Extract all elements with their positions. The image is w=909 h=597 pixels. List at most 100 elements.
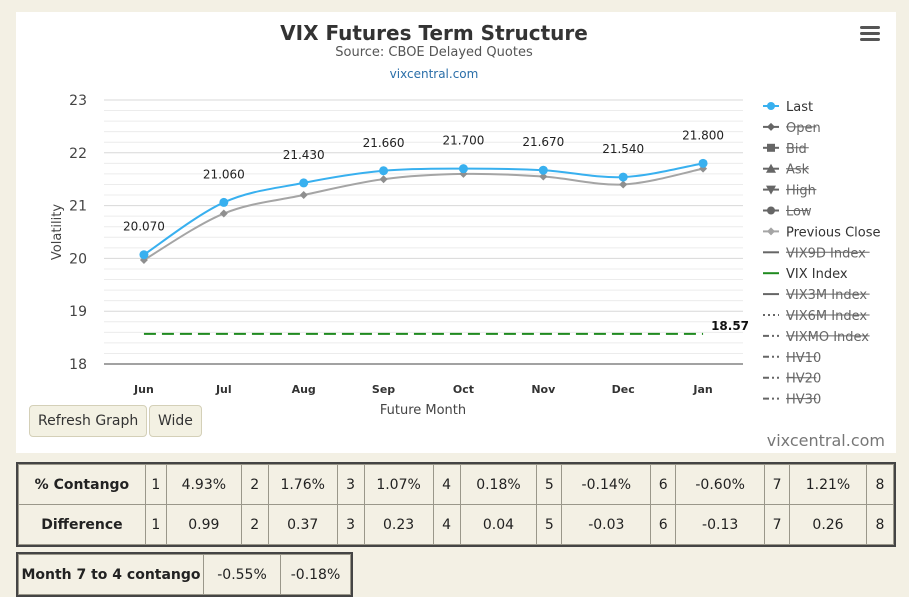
table-cell: 1.07% (363, 464, 434, 505)
x-tick-label: Sep (372, 383, 395, 396)
month-contango-label: Month 7 to 4 contango (18, 554, 204, 595)
source-link[interactable]: vixcentral.com (390, 67, 479, 81)
last-point (379, 166, 389, 176)
table-cell: -0.03 (561, 504, 652, 545)
row-label: % Contango (18, 464, 146, 505)
table-cell: -0.13 (675, 504, 766, 545)
legend-circle-icon (767, 102, 775, 110)
table-cell: 0.26 (789, 504, 867, 545)
last-point (458, 164, 468, 174)
month-contango-table-frame: Month 7 to 4 contango -0.55% -0.18% (16, 552, 353, 597)
vix-index-data-label: 18.57 (711, 319, 749, 333)
last-data-label: 21.060 (203, 167, 245, 181)
legend-circle-icon (767, 206, 775, 215)
y-tick-label: 21 (69, 199, 87, 215)
legend-item[interactable]: Bid (763, 142, 809, 157)
last-point (618, 172, 628, 182)
legend-item[interactable]: Open (763, 121, 821, 136)
last-data-label: 21.430 (283, 148, 325, 162)
table-cell: 0.99 (165, 504, 242, 545)
last-data-label: 21.800 (682, 128, 724, 142)
table-cell: 0.23 (363, 504, 434, 545)
legend-item[interactable]: VIXMO Index (763, 330, 870, 345)
table-row: % Contango 1 4.93% 2 1.76% 3 1.07% 4 0.18% 5 -0.14… (18, 464, 895, 505)
last-data-label: 21.670 (522, 135, 564, 149)
x-tick-label: Aug (292, 383, 316, 396)
y-axis-label: Volatility (50, 204, 65, 260)
legend-item[interactable]: VIX3M Index (763, 288, 870, 303)
table-cell: -0.14% (561, 464, 652, 505)
hamburger-menu-icon[interactable] (860, 26, 880, 42)
table-cell: 2 (240, 464, 269, 505)
previous-close-point (379, 175, 388, 184)
table-row: Difference 1 0.99 2 0.37 3 0.23 4 0.04 5 -0.03 6 -0.… (18, 504, 895, 545)
table-cell: 5 (536, 464, 563, 505)
legend-item[interactable]: Last (763, 100, 813, 115)
chart-subtitle: Source: CBOE Delayed Quotes (335, 45, 533, 60)
table-cell: -0.55% (203, 554, 281, 595)
legend-item[interactable]: Ask (763, 163, 810, 178)
table-cell: 1.76% (267, 464, 338, 505)
legend-label: HV30 (786, 393, 821, 408)
legend-item[interactable]: VIX6M Index (763, 309, 870, 324)
table-cell: 2 (240, 504, 269, 545)
legend-label: Previous Close (786, 225, 881, 240)
legend-diamond-icon (767, 227, 775, 236)
table-cell: -0.18% (280, 554, 351, 595)
legend-diamond-icon (767, 122, 775, 131)
legend-item[interactable]: Previous Close (763, 225, 881, 240)
last-point (698, 158, 708, 168)
table-cell: 1 (144, 504, 167, 545)
x-tick-label: Jan (692, 383, 712, 396)
previous-close-point (619, 180, 628, 189)
last-point (538, 165, 548, 175)
last-data-label: 21.700 (442, 134, 484, 148)
legend-label: Open (786, 121, 821, 136)
legend-item[interactable]: HV10 (763, 351, 821, 366)
table-cell: -0.60% (675, 464, 766, 505)
last-point (299, 178, 309, 188)
legend-item[interactable]: VIX Index (763, 267, 848, 282)
x-axis-label: Future Month (380, 403, 466, 418)
table-cell: 4 (432, 464, 461, 505)
y-tick-label: 20 (69, 251, 87, 267)
table-cell: 1 (144, 464, 167, 505)
contango-table-frame: % Contango 1 4.93% 2 1.76% 3 1.07% 4 0.18% 5 -0.14… (16, 462, 896, 547)
refresh-graph-button[interactable]: Refresh Graph (29, 405, 148, 437)
chart-card: VIX Futures Term Structure Source: CBOE D… (16, 12, 896, 453)
legend-square-icon (767, 143, 775, 152)
previous-close-line (143, 167, 704, 261)
legend-label: HV20 (786, 372, 821, 387)
legend-label: High (786, 184, 816, 199)
x-tick-label: Dec (612, 383, 635, 396)
legend-label: VIX9D Index (786, 246, 866, 261)
legend-item[interactable]: HV30 (763, 393, 821, 408)
previous-close-point (219, 209, 228, 218)
legend-item[interactable]: High (763, 184, 817, 199)
table-cell: 6 (650, 464, 677, 505)
legend-triangle-down-icon (766, 185, 776, 195)
last-point (219, 197, 229, 207)
table-cell: 8 (865, 464, 895, 505)
y-tick-label: 22 (69, 146, 87, 162)
contango-table: % Contango 1 4.93% 2 1.76% 3 1.07% 4 0.18% 5 -0.14… (18, 464, 895, 545)
y-tick-label: 23 (69, 93, 87, 109)
table-row: Month 7 to 4 contango -0.55% -0.18% (18, 554, 351, 595)
legend-item[interactable]: VIX9D Index (763, 246, 870, 261)
table-cell: 1.21% (789, 464, 867, 505)
last-point (139, 250, 149, 260)
wide-button[interactable]: Wide (149, 405, 202, 437)
table-cell: 7 (764, 464, 791, 505)
legend-item[interactable]: HV20 (763, 372, 821, 387)
y-tick-label: 18 (69, 357, 87, 373)
legend-item[interactable]: Low (763, 205, 812, 220)
table-cell: 4 (432, 504, 461, 545)
legend-label: Bid (786, 142, 807, 157)
table-cell: 0.18% (459, 464, 538, 505)
last-data-label: 21.540 (602, 142, 644, 156)
legend-label: VIX3M Index (786, 288, 867, 303)
credit-link[interactable]: vixcentral.com (766, 431, 885, 450)
legend-label: Low (786, 205, 812, 220)
legend-label: VIX6M Index (786, 309, 867, 324)
